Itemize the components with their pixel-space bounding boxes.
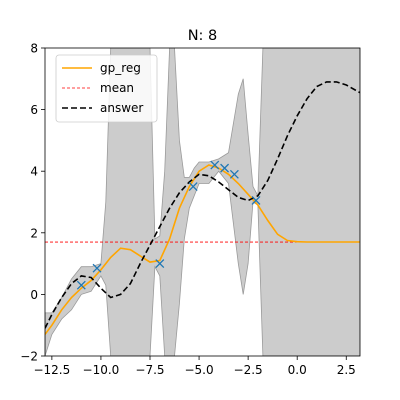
confidence-band [45, 48, 360, 356]
x-axis: −12.5 −10.0 −7.5 −5.0 −2.5 0.0 2.5 [33, 356, 356, 377]
observation-marker [210, 160, 220, 170]
legend-label-answer: answer [100, 101, 143, 115]
legend-box [55, 54, 158, 123]
observation-marker [251, 196, 261, 205]
y-tick-label: 8 [30, 42, 38, 56]
y-tick-label: 6 [30, 103, 38, 117]
plot-frame [44, 47, 361, 357]
x-tick-label: −12.5 [33, 363, 70, 377]
observation-marker [155, 259, 165, 269]
x-tick-label: −5.0 [184, 363, 213, 377]
observation-marker [229, 169, 239, 179]
x-tick-label: 0.0 [288, 363, 307, 377]
observation-markers [76, 160, 261, 290]
chart-title: N: 8 [188, 28, 218, 44]
y-tick-label: 0 [30, 288, 38, 302]
series-gp-reg-line [45, 164, 360, 335]
legend-label-mean: mean [100, 81, 134, 95]
y-tick-label: −2 [20, 350, 38, 364]
x-tick-label: −2.5 [234, 363, 263, 377]
observation-marker [220, 163, 230, 173]
y-tick-label: 2 [30, 226, 38, 240]
x-tick-label: −7.5 [135, 363, 164, 377]
x-tick-label: 2.5 [337, 363, 356, 377]
legend-label-gp-reg: gp_reg [100, 61, 141, 75]
series-answer-line [45, 81, 360, 329]
legend: gp_reg mean answer [55, 54, 158, 123]
observation-marker [188, 182, 198, 192]
observation-marker [76, 280, 86, 290]
plot-area [45, 48, 360, 356]
y-axis: −2 0 2 4 6 8 [20, 42, 45, 364]
observation-marker [92, 263, 102, 273]
x-tick-label: −10.0 [83, 363, 120, 377]
y-tick-label: 4 [30, 165, 38, 179]
